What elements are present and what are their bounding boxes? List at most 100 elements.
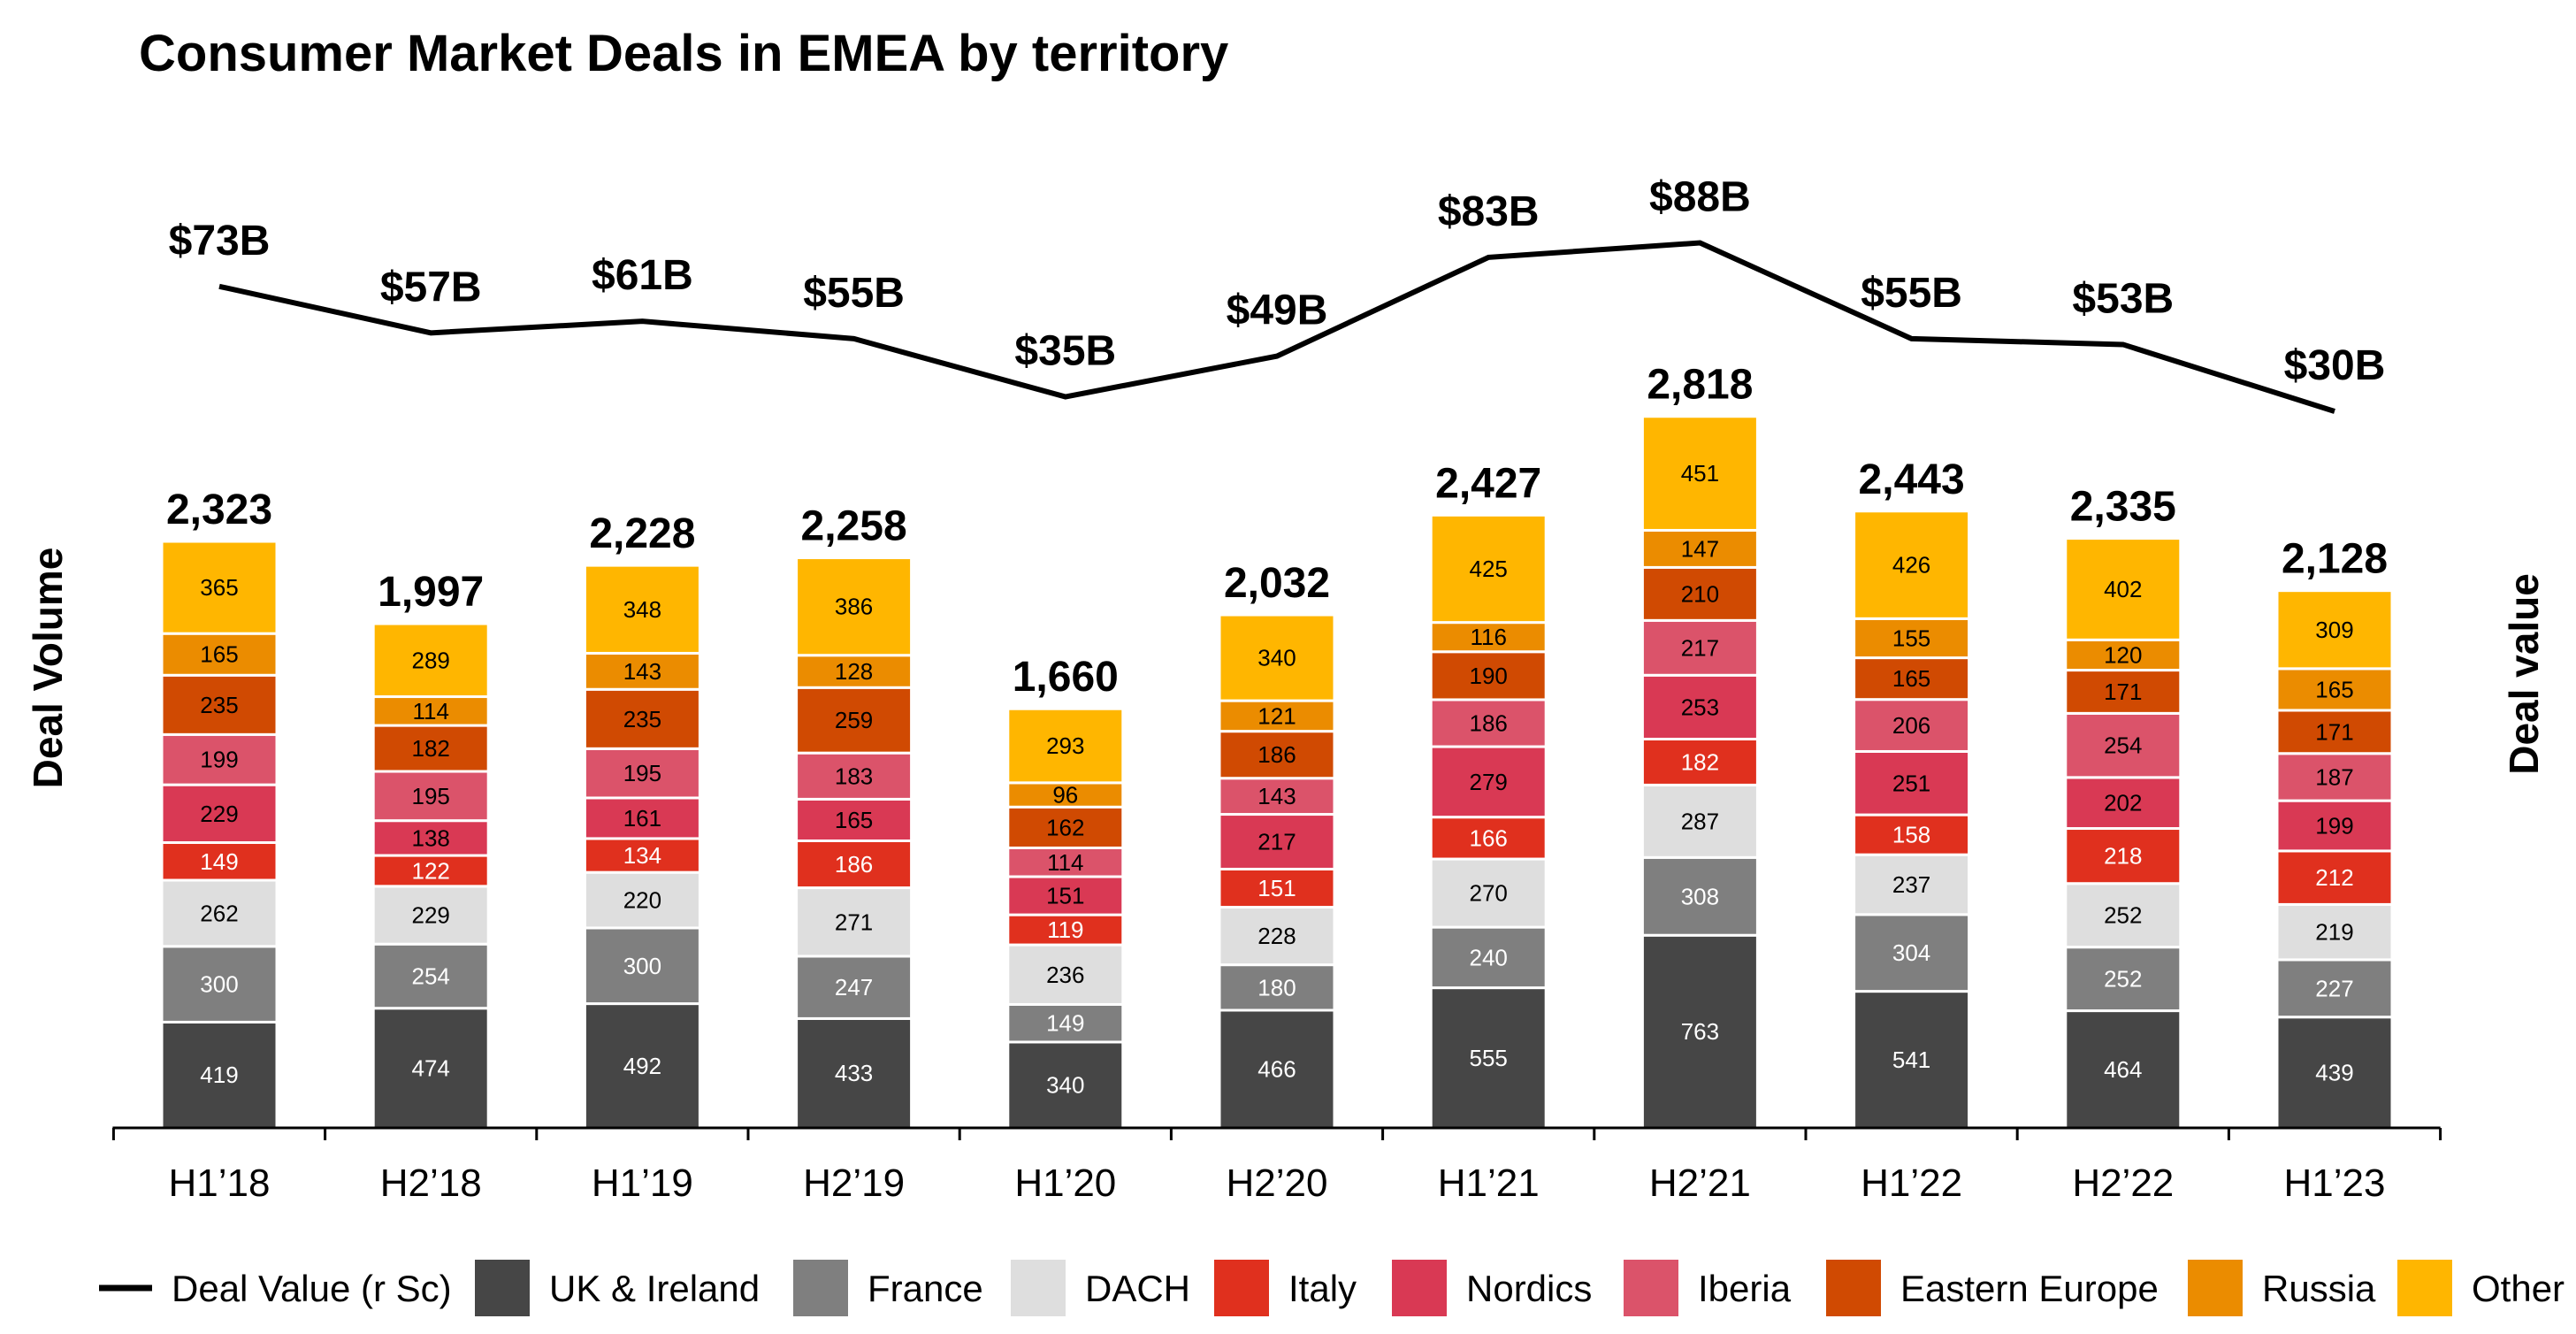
bar-segment-russia: [1853, 617, 1971, 660]
segment-label: 183: [835, 763, 873, 789]
segment-label: 199: [2315, 813, 2353, 840]
segment-label: 763: [1681, 1018, 1719, 1045]
bar-segment-dach: [1218, 906, 1336, 967]
legend-swatch: [793, 1260, 848, 1316]
segment-label: 122: [412, 857, 450, 884]
bar-segment-russia: [2064, 638, 2182, 672]
segment-label: 120: [2104, 641, 2142, 668]
segment-label: 182: [412, 735, 450, 762]
x-tick-label: H1’21: [1438, 1162, 1540, 1205]
segment-label: 147: [1681, 535, 1719, 562]
legend-label: Nordics: [1466, 1268, 1592, 1309]
segment-label: 251: [1892, 770, 1930, 796]
bar-segment-uk-ireland: [160, 1020, 279, 1130]
bar-segment-iberia: [2275, 752, 2394, 802]
segment-label: 187: [2315, 763, 2353, 790]
segment-label: 300: [623, 953, 661, 979]
segment-label: 419: [200, 1062, 238, 1088]
total-label: 2,228: [589, 510, 695, 557]
bar-segment-iberia: [1429, 698, 1548, 748]
bar-segment-france: [1218, 963, 1336, 1012]
segment-label: 247: [835, 974, 873, 1000]
bar-segment-france: [1006, 1002, 1125, 1044]
segment-label: 116: [1470, 624, 1506, 650]
segment-label: 165: [200, 641, 238, 668]
x-tick-label: H2’20: [1227, 1162, 1328, 1205]
bar-segment-russia: [795, 654, 913, 689]
bar-segment-dach: [2275, 902, 2394, 962]
bar-segment-eastern-europe: [160, 673, 279, 736]
segment-label: 426: [1892, 552, 1930, 579]
segment-label: 235: [200, 692, 238, 718]
bar-segment-france: [583, 926, 701, 1006]
bar-segment-other: [1218, 613, 1336, 702]
segment-label: 308: [1681, 883, 1719, 909]
bar-segment-other: [2275, 589, 2394, 671]
x-tick-label: H1’23: [2284, 1162, 2386, 1205]
total-label: 2,323: [166, 487, 272, 533]
bar-segment-uk-ireland: [795, 1016, 913, 1130]
bar-segment-iberia: [583, 747, 701, 800]
segment-label: 162: [1046, 814, 1084, 840]
deal-value-label: $88B: [1649, 174, 1751, 221]
bar-stack: 419 300 262 149 229 199 235 165 365 2,323: [160, 487, 279, 1130]
segment-label: 149: [200, 848, 238, 875]
segment-label: 433: [835, 1060, 873, 1086]
segment-label: 219: [2315, 919, 2353, 946]
segment-label: 466: [1257, 1056, 1296, 1083]
segment-label: 186: [1257, 741, 1296, 768]
segment-label: 165: [1892, 665, 1930, 692]
bar-segment-other: [1640, 415, 1759, 532]
x-tick-label: H2’21: [1649, 1162, 1751, 1205]
segment-label: 210: [1681, 580, 1719, 607]
segment-label: 340: [1257, 645, 1296, 671]
segment-label: 309: [2315, 617, 2353, 643]
bar-segment-iberia: [1640, 618, 1759, 677]
segment-label: 293: [1046, 732, 1084, 759]
bar-segment-uk-ireland: [2275, 1016, 2394, 1130]
deal-value-line: $73B $57B $61B $55B $35B $49B $83B $88B $55B $53B…: [169, 174, 2385, 414]
bar-segment-other: [2064, 537, 2182, 641]
segment-label: 254: [2104, 732, 2142, 759]
segment-label: 555: [1470, 1045, 1508, 1071]
bar-segment-uk-ireland: [371, 1007, 490, 1130]
segment-label: 186: [1470, 710, 1508, 737]
segment-label: 220: [623, 887, 661, 914]
total-label: 2,427: [1435, 460, 1541, 507]
segment-label: 121: [1257, 702, 1296, 729]
x-axis: H1’18 H2’18 H1’19 H2’19 H1’20 H2’20 H1’21 H2’21…: [111, 1126, 2442, 1205]
legend-label: Russia: [2262, 1268, 2376, 1309]
segment-label: 114: [1047, 849, 1083, 876]
bar-stack: 763 308 287 182 253 217 210 147 451 2,818: [1640, 362, 1759, 1130]
bar-segment-france: [371, 942, 490, 1010]
bar-segment-russia: [2275, 667, 2394, 712]
bar-stack: 340 149 236 119 151 114 162 96 293 1,660: [1006, 654, 1125, 1130]
segment-label: 237: [1892, 871, 1930, 898]
y2-axis-label: Deal value: [2501, 573, 2547, 775]
segment-label: 227: [2315, 975, 2353, 1001]
segment-label: 252: [2104, 966, 2142, 993]
segment-label: 202: [2104, 790, 2142, 816]
segment-label: 199: [200, 747, 238, 773]
segment-label: 138: [412, 824, 450, 851]
x-tick-label: H2’22: [2072, 1162, 2174, 1205]
bar-segment-russia: [1218, 699, 1336, 733]
segment-label: 155: [1892, 625, 1930, 651]
segment-label: 287: [1681, 808, 1719, 834]
legend-swatch: [1826, 1260, 1881, 1316]
bar-segment-russia: [160, 632, 279, 677]
total-label: 2,128: [2282, 536, 2388, 583]
segment-label: 165: [2315, 676, 2353, 702]
bar-segment-france: [2064, 946, 2182, 1013]
segment-label: 119: [1047, 916, 1083, 943]
segment-label: 143: [1257, 783, 1296, 809]
segment-label: 149: [1046, 1010, 1084, 1037]
segment-label: 271: [835, 908, 873, 935]
bar-segment-italy: [1429, 816, 1548, 861]
bar-segment-uk-ireland: [1853, 990, 1971, 1130]
segment-label: 96: [1052, 782, 1078, 809]
segment-label: 171: [2104, 678, 2142, 705]
bar-segment-nordics: [1640, 673, 1759, 740]
bar-segment-france: [1853, 913, 1971, 993]
segment-label: 212: [2315, 864, 2353, 891]
